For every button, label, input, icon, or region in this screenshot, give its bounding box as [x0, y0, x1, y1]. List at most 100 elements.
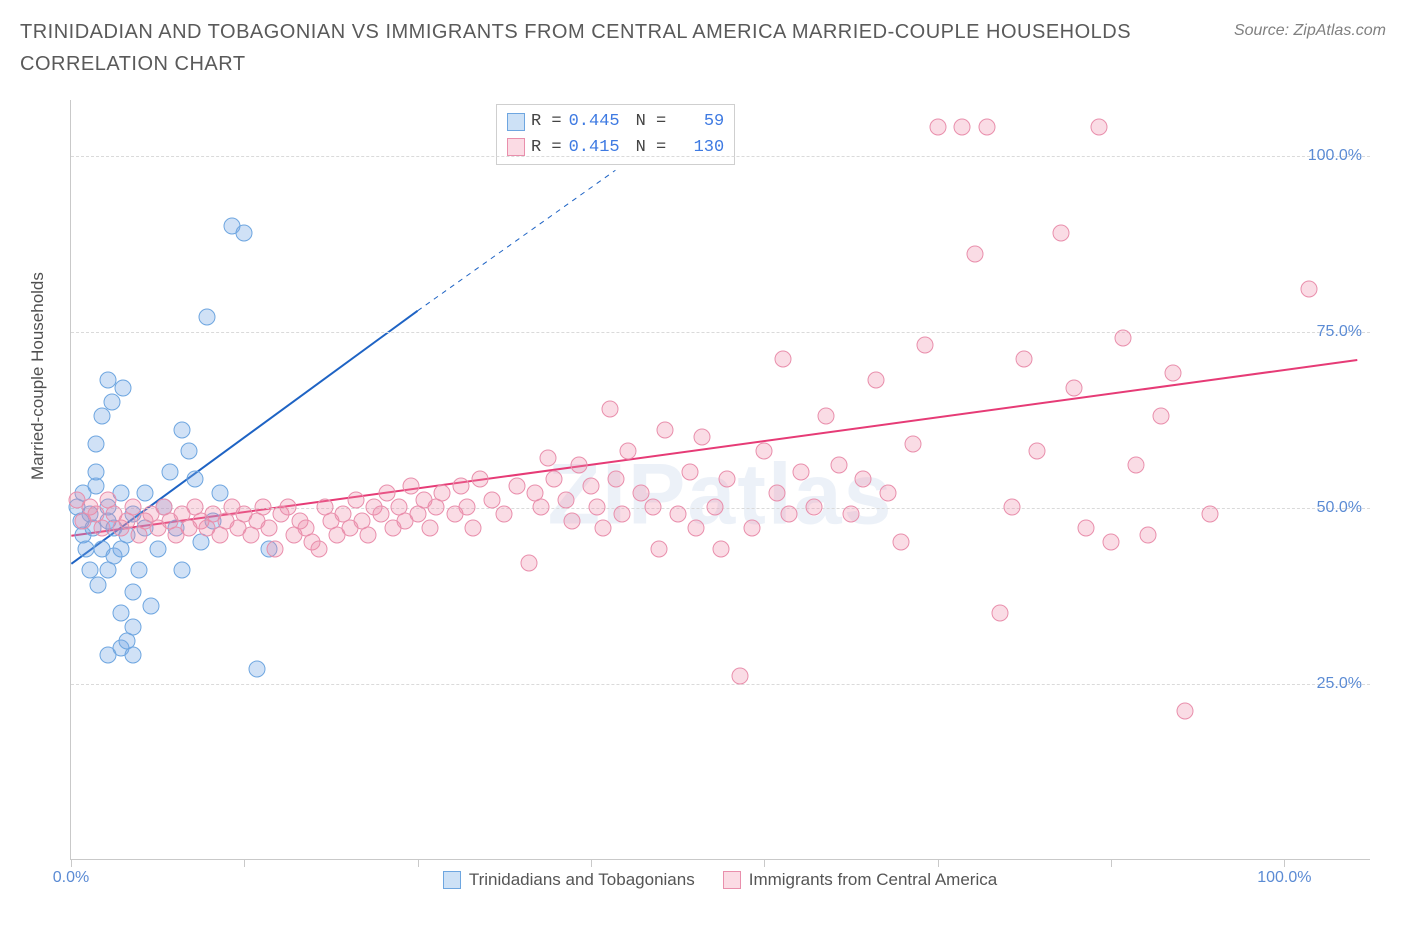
data-point: [124, 583, 141, 600]
data-point: [378, 485, 395, 502]
data-point: [768, 485, 785, 502]
data-point: [669, 506, 686, 523]
data-point: [1152, 407, 1169, 424]
stat-n-value: 59: [672, 109, 724, 135]
data-point: [607, 471, 624, 488]
data-point: [131, 562, 148, 579]
data-point: [1127, 456, 1144, 473]
data-point: [966, 245, 983, 262]
data-point: [347, 492, 364, 509]
data-point: [162, 463, 179, 480]
stat-r-value: 0.445: [568, 109, 620, 135]
data-point: [77, 541, 94, 558]
y-axis-title: Married-couple Households: [28, 272, 48, 480]
data-point: [917, 337, 934, 354]
chart-title: TRINIDADIAN AND TOBAGONIAN VS IMMIGRANTS…: [20, 16, 1170, 80]
data-point: [867, 372, 884, 389]
data-point: [174, 562, 191, 579]
legend-swatch: [507, 138, 525, 156]
data-point: [100, 646, 117, 663]
legend-swatch: [723, 871, 741, 889]
data-point: [508, 478, 525, 495]
data-point: [774, 351, 791, 368]
data-point: [613, 506, 630, 523]
data-point: [539, 449, 556, 466]
data-point: [1164, 365, 1181, 382]
data-point: [706, 499, 723, 516]
data-point: [521, 555, 538, 572]
data-point: [211, 485, 228, 502]
data-point: [583, 478, 600, 495]
data-point: [682, 463, 699, 480]
data-point: [558, 492, 575, 509]
data-point: [112, 604, 129, 621]
data-point: [422, 520, 439, 537]
data-point: [124, 499, 141, 516]
data-point: [87, 463, 104, 480]
data-point: [372, 506, 389, 523]
data-point: [1078, 520, 1095, 537]
data-point: [199, 309, 216, 326]
data-point: [545, 471, 562, 488]
data-point: [1177, 703, 1194, 720]
data-point: [93, 407, 110, 424]
data-point: [434, 485, 451, 502]
data-point: [267, 541, 284, 558]
data-point: [254, 499, 271, 516]
legend: Trinidadians and Tobagonians Immigrants f…: [70, 870, 1370, 890]
data-point: [1202, 506, 1219, 523]
data-point: [1090, 119, 1107, 136]
data-point: [991, 604, 1008, 621]
data-point: [601, 400, 618, 417]
legend-item: Trinidadians and Tobagonians: [443, 870, 695, 890]
data-point: [360, 527, 377, 544]
data-point: [186, 471, 203, 488]
data-point: [929, 119, 946, 136]
legend-label: Immigrants from Central America: [749, 870, 997, 890]
data-point: [459, 499, 476, 516]
x-tick: [1284, 859, 1285, 867]
data-point: [149, 541, 166, 558]
data-point: [174, 421, 191, 438]
trend-line-dashed: [418, 170, 616, 311]
gridline: [71, 156, 1370, 157]
data-point: [892, 534, 909, 551]
data-point: [1016, 351, 1033, 368]
legend-swatch: [443, 871, 461, 889]
data-point: [1028, 442, 1045, 459]
data-point: [118, 632, 135, 649]
data-point: [115, 379, 132, 396]
data-point: [93, 520, 110, 537]
data-point: [855, 471, 872, 488]
data-point: [818, 407, 835, 424]
data-point: [310, 541, 327, 558]
data-point: [731, 668, 748, 685]
data-point: [137, 485, 154, 502]
gridline: [71, 332, 1370, 333]
data-point: [533, 499, 550, 516]
data-point: [1301, 281, 1318, 298]
data-point: [465, 520, 482, 537]
x-tick: [71, 859, 72, 867]
data-point: [954, 119, 971, 136]
x-tick: [244, 859, 245, 867]
data-point: [830, 456, 847, 473]
data-point: [657, 421, 674, 438]
data-point: [805, 499, 822, 516]
data-point: [713, 541, 730, 558]
data-point: [688, 520, 705, 537]
data-point: [180, 442, 197, 459]
x-tick: [1111, 859, 1112, 867]
stats-row: R =0.445N =59: [507, 109, 724, 135]
data-point: [979, 119, 996, 136]
data-point: [1140, 527, 1157, 544]
legend-item: Immigrants from Central America: [723, 870, 997, 890]
data-point: [719, 471, 736, 488]
data-point: [756, 442, 773, 459]
y-tick-label: 50.0%: [1317, 499, 1362, 517]
data-point: [236, 224, 253, 241]
data-point: [632, 485, 649, 502]
data-point: [1053, 224, 1070, 241]
data-point: [143, 597, 160, 614]
data-point: [1003, 499, 1020, 516]
